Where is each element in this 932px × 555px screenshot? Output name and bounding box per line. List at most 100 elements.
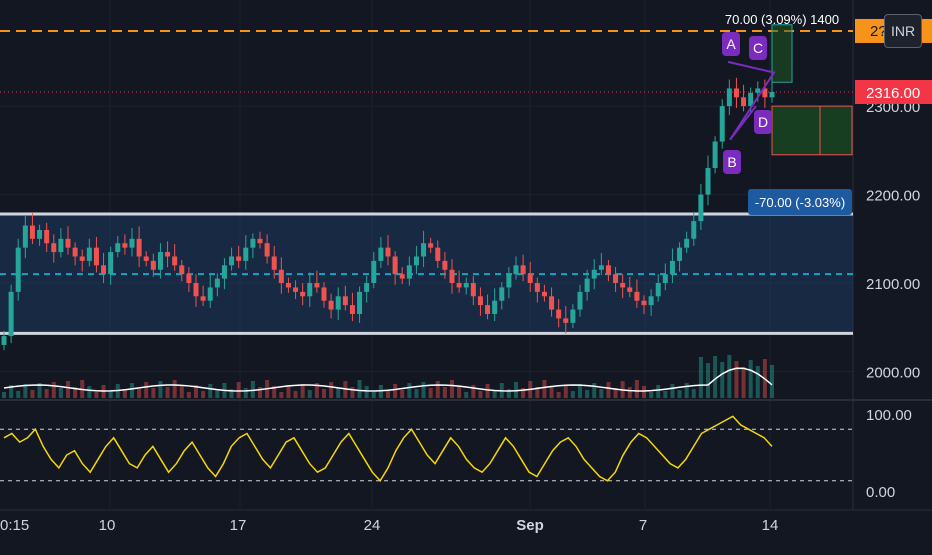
volume-bar <box>421 382 426 398</box>
volume-bar <box>194 385 198 398</box>
volume-bar <box>706 363 710 398</box>
volume-bar <box>464 392 469 398</box>
candle-body <box>492 300 498 314</box>
volume-bar <box>563 385 568 398</box>
volume-bar <box>201 391 206 398</box>
candle-body <box>207 287 213 301</box>
candle-body <box>392 256 398 275</box>
time-axis-label: 17 <box>230 517 247 534</box>
candle-body <box>172 256 178 266</box>
candle-body <box>733 88 739 98</box>
candle-body <box>29 225 35 239</box>
candle-body <box>250 238 256 248</box>
volume-bar <box>670 384 675 398</box>
volume-bar <box>151 388 156 398</box>
volume-bar <box>570 391 575 398</box>
candle-body <box>229 256 235 266</box>
candle-body <box>399 274 405 279</box>
oscillator-line <box>3 415 773 483</box>
candle-body <box>101 265 107 275</box>
time-axis-label: 14 <box>762 517 779 534</box>
candle-body <box>591 269 597 279</box>
candle-body <box>485 305 491 314</box>
candle-body <box>435 247 441 261</box>
candle-body <box>577 291 583 310</box>
lower-target-label: -70.00 (-3.03%) <box>755 195 845 210</box>
time-axis-label: 24 <box>364 517 381 534</box>
candle-body <box>371 260 377 284</box>
candle-body <box>243 247 249 261</box>
lower-projection <box>771 105 853 156</box>
currency-button[interactable]: INR <box>884 14 922 48</box>
candle-body <box>15 247 21 292</box>
price-axis-label: 2200.00 <box>866 188 920 205</box>
abcd-pattern <box>727 60 776 141</box>
lower-target-badge <box>748 189 852 215</box>
candle-body <box>634 291 640 301</box>
volume-bar <box>642 386 646 398</box>
volume-bar <box>578 384 582 398</box>
candle-body <box>698 194 704 222</box>
candle-body <box>300 291 306 297</box>
last-price-badge <box>855 79 932 104</box>
volume-bar <box>307 390 312 398</box>
candle-body <box>179 265 185 275</box>
volume-bar <box>414 389 419 398</box>
last-price-label: 2316.00 <box>866 85 920 102</box>
time-axis-label: 7 <box>639 517 647 534</box>
upper-projection <box>771 24 793 83</box>
candle-body <box>726 88 732 107</box>
volume-bar <box>613 388 618 398</box>
candle-body <box>563 318 569 323</box>
volume-bar <box>279 392 284 398</box>
candle-body <box>364 283 370 292</box>
volume-bar <box>542 380 547 398</box>
candle-body <box>321 287 327 301</box>
volume-bar <box>649 392 654 398</box>
candle-body <box>44 229 50 244</box>
volume-bar <box>30 390 35 398</box>
volume-bar <box>122 390 127 398</box>
volume-bar <box>243 388 248 398</box>
candle-body <box>449 269 455 284</box>
candle-body <box>584 278 590 292</box>
candle-body <box>328 300 334 310</box>
volume-bar <box>407 383 412 398</box>
candle-body <box>549 296 555 310</box>
candle-body <box>293 287 299 292</box>
volume-bar <box>755 366 760 398</box>
volume-bar <box>158 381 163 398</box>
volume-bar <box>23 384 28 398</box>
volume-bar <box>44 389 49 398</box>
volume-bar <box>698 357 703 398</box>
candle-body <box>51 243 57 253</box>
candle-body <box>613 274 619 284</box>
volume-bar <box>350 387 355 398</box>
time-axis-label: 10 <box>99 517 116 534</box>
volume-bar <box>137 389 142 398</box>
volume-bar <box>371 392 376 398</box>
candle-body <box>335 296 341 310</box>
volume-bar <box>250 381 255 398</box>
candle-body <box>705 168 711 195</box>
volume-bar <box>400 390 405 398</box>
volume-ma-line <box>3 367 773 392</box>
candle-body <box>200 296 206 301</box>
volume-bar <box>734 361 739 398</box>
pattern-label-c: C <box>753 40 763 56</box>
candle-body <box>428 243 434 248</box>
candle-body <box>413 256 419 266</box>
candle-body <box>655 283 661 297</box>
volume-bar <box>364 386 369 398</box>
pattern-label-bg <box>749 36 767 60</box>
volume-bar <box>144 382 149 398</box>
candle-body <box>570 309 576 323</box>
volume-bar <box>535 387 540 398</box>
upper-target-label: 70.00 (3.09%) 1400 <box>725 12 839 27</box>
candle-body <box>741 97 747 107</box>
volume-bar <box>16 391 21 398</box>
candle-body <box>499 287 505 301</box>
candle-body <box>421 243 427 257</box>
